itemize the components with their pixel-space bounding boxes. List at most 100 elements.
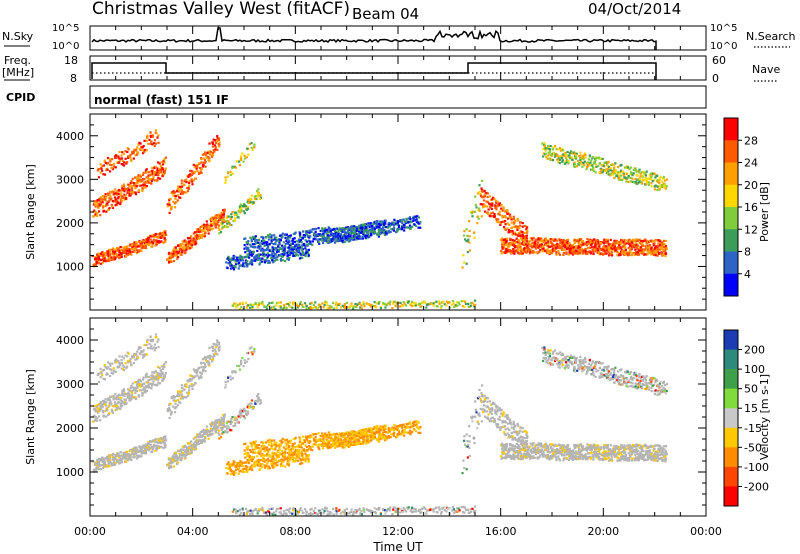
power-echo bbox=[532, 244, 536, 247]
power-echo bbox=[650, 182, 653, 185]
power-echo bbox=[283, 304, 286, 307]
velocity-echo bbox=[145, 372, 148, 375]
power-echo bbox=[502, 246, 505, 249]
power-echo bbox=[606, 171, 610, 175]
power-echo bbox=[230, 213, 233, 216]
power-echo bbox=[305, 251, 308, 254]
power-echo bbox=[265, 243, 269, 246]
power-echo bbox=[583, 160, 586, 163]
power-echo bbox=[242, 262, 245, 265]
power-echo bbox=[369, 230, 373, 233]
power-echo bbox=[259, 249, 263, 252]
power-echo bbox=[634, 180, 637, 183]
power-echo bbox=[429, 302, 432, 306]
power-echo bbox=[486, 201, 489, 204]
cpid-value: normal (fast) 151 IF bbox=[94, 93, 229, 107]
power-echo bbox=[655, 239, 658, 242]
power-echo bbox=[600, 171, 603, 174]
power-echo bbox=[493, 197, 496, 201]
power-echo bbox=[229, 217, 232, 221]
power-echo bbox=[383, 303, 387, 306]
power-echo bbox=[226, 215, 229, 218]
power-echo bbox=[642, 174, 645, 177]
power-echo bbox=[154, 239, 157, 242]
power-echo bbox=[626, 166, 629, 169]
power-echo bbox=[373, 220, 376, 224]
power-echo bbox=[329, 234, 332, 237]
power-echo bbox=[312, 303, 315, 307]
power-echo bbox=[176, 199, 179, 202]
power-echo bbox=[484, 205, 487, 208]
power-echo bbox=[108, 259, 111, 262]
power-echo bbox=[276, 255, 279, 258]
velocity-echo bbox=[160, 441, 163, 445]
power-echo bbox=[596, 238, 599, 242]
power-echo bbox=[206, 223, 209, 226]
power-echo bbox=[584, 247, 587, 251]
power-echo bbox=[137, 143, 140, 146]
power-echo bbox=[506, 217, 510, 220]
power-echo bbox=[200, 168, 204, 171]
power-echo bbox=[122, 152, 126, 156]
power-echo bbox=[174, 197, 177, 200]
velocity-echo bbox=[96, 458, 99, 462]
power-echo bbox=[589, 161, 592, 164]
power-echo bbox=[163, 237, 166, 240]
power-echo bbox=[201, 153, 205, 156]
power-echo bbox=[348, 236, 351, 239]
power-echo bbox=[101, 195, 105, 198]
velocity-echo bbox=[158, 366, 161, 370]
power-echo bbox=[259, 259, 262, 262]
power-echo bbox=[247, 153, 250, 156]
power-echo bbox=[663, 179, 667, 182]
power-echo bbox=[327, 231, 331, 234]
power-echo bbox=[620, 163, 623, 166]
power-echo bbox=[256, 246, 259, 249]
power-echo bbox=[642, 170, 645, 173]
power-echo bbox=[625, 172, 628, 176]
power-echo bbox=[194, 241, 197, 244]
power-echo bbox=[270, 239, 273, 242]
power-echo bbox=[665, 185, 668, 188]
power-echo bbox=[590, 246, 593, 249]
power-echo bbox=[645, 253, 648, 256]
power-echo bbox=[236, 259, 239, 263]
power-echo bbox=[609, 238, 612, 242]
power-echo bbox=[298, 248, 301, 251]
power-echo bbox=[244, 251, 247, 254]
power-echo bbox=[644, 245, 647, 248]
power-echo bbox=[141, 179, 144, 182]
power-echo bbox=[600, 167, 603, 170]
power-echo bbox=[568, 246, 571, 249]
velocity-echo bbox=[159, 369, 162, 372]
power-echo bbox=[153, 172, 156, 175]
power-echo bbox=[388, 225, 391, 228]
power-echo bbox=[202, 233, 205, 236]
power-echo bbox=[497, 221, 500, 224]
power-echo bbox=[121, 197, 124, 200]
power-echo bbox=[664, 250, 667, 253]
velocity-echo bbox=[142, 376, 145, 379]
power-echo bbox=[169, 197, 172, 200]
power-echo bbox=[384, 306, 387, 309]
power-echo bbox=[234, 260, 237, 263]
power-echo bbox=[224, 179, 228, 182]
power-echo bbox=[184, 251, 187, 254]
power-echo bbox=[636, 250, 639, 254]
power-echo bbox=[628, 238, 631, 241]
velocity-echo bbox=[108, 404, 111, 407]
velocity-echo bbox=[111, 410, 114, 413]
velocity-echo bbox=[138, 389, 141, 392]
power-echo bbox=[154, 244, 157, 247]
power-echo bbox=[350, 226, 353, 229]
power-echo bbox=[606, 164, 609, 168]
velocity-echo bbox=[129, 448, 132, 452]
power-echo bbox=[197, 237, 200, 240]
power-echo bbox=[265, 253, 268, 256]
power-echo bbox=[395, 302, 398, 305]
power-echo bbox=[523, 224, 526, 228]
power-echo bbox=[510, 241, 513, 245]
power-echo bbox=[255, 258, 258, 261]
power-echo bbox=[275, 247, 278, 250]
power-echo bbox=[331, 237, 335, 240]
